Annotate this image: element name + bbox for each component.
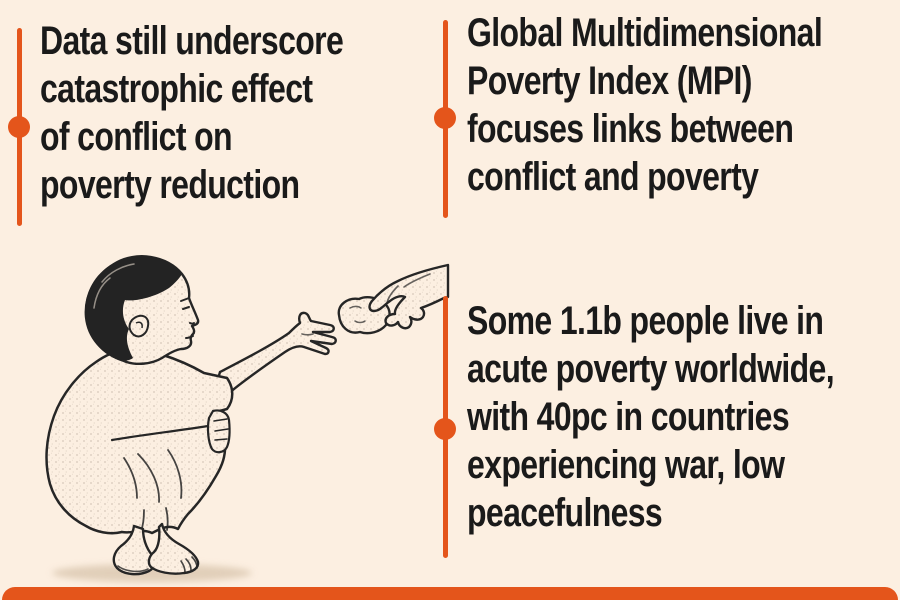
callout-line: of conflict on (40, 115, 233, 159)
ground-shadow (52, 564, 252, 582)
bottom-accent-bar (2, 587, 898, 600)
callout-acute-poverty-stats: Some 1.1b people live in acute poverty w… (467, 297, 835, 537)
callout-marker-dot (8, 116, 30, 138)
callout-line: Data still underscore (40, 19, 344, 63)
boy-gripping-hand (206, 409, 231, 454)
callout-line: with 40pc in countries (467, 395, 790, 439)
boy-ear (128, 314, 150, 338)
outstretched-arm (208, 311, 337, 408)
callout-line: catastrophic effect (40, 67, 313, 111)
boy-head (84, 255, 200, 366)
callout-line: experiencing war, low (467, 443, 785, 487)
callout-line: focuses links between (467, 107, 794, 151)
callout-line: conflict and poverty (467, 155, 759, 199)
child-reaching-for-bread-illustration (45, 255, 450, 582)
callout-line: Global Multidimensional (467, 11, 823, 55)
callout-line: poverty reduction (40, 163, 300, 207)
callout-marker-dot (434, 418, 456, 440)
callout-mpi-focus: Global Multidimensional Poverty Index (M… (467, 9, 823, 201)
boy-body (45, 347, 234, 535)
boy-hair (85, 255, 182, 361)
callout-line: Some 1.1b people live in (467, 299, 824, 343)
bare-feet (112, 522, 200, 576)
callout-line: acute poverty worldwide, (467, 347, 835, 391)
callout-marker-dot (434, 107, 456, 129)
callout-line: Poverty Index (MPI) (467, 59, 752, 103)
callout-conflict-impact: Data still underscore catastrophic effec… (40, 17, 344, 209)
giving-hand (368, 263, 450, 330)
callout-line: peacefulness (467, 491, 663, 535)
